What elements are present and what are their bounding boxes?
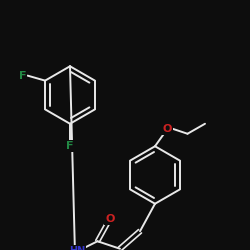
Text: F: F [19,70,26,81]
Text: O: O [163,124,172,134]
Text: HN: HN [70,246,86,250]
Text: F: F [66,141,74,151]
Text: O: O [105,214,115,224]
